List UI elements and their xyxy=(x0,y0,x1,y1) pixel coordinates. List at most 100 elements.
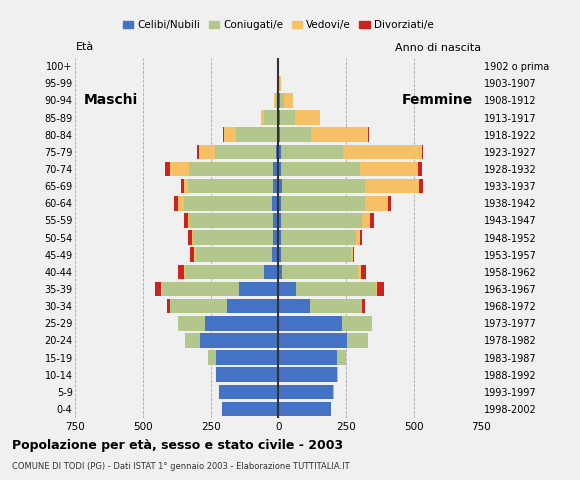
Bar xyxy=(281,230,356,245)
Bar xyxy=(281,144,343,159)
Bar xyxy=(273,162,278,176)
Bar xyxy=(198,144,215,159)
Bar xyxy=(278,144,281,159)
Bar xyxy=(353,248,354,262)
Bar xyxy=(261,110,263,125)
Bar xyxy=(356,230,360,245)
Bar xyxy=(311,128,368,142)
Bar xyxy=(274,93,276,108)
Bar xyxy=(336,368,338,382)
Bar xyxy=(278,248,281,262)
Bar xyxy=(280,128,311,142)
Bar xyxy=(189,162,273,176)
Bar xyxy=(188,230,192,245)
Bar xyxy=(170,162,189,176)
Bar xyxy=(278,350,336,365)
Bar xyxy=(155,282,161,296)
Bar xyxy=(223,128,224,142)
Text: Anno di nascita: Anno di nascita xyxy=(396,43,481,53)
Bar xyxy=(196,248,271,262)
Bar xyxy=(278,110,280,125)
Bar xyxy=(188,213,189,228)
Bar xyxy=(170,299,227,313)
Bar xyxy=(208,350,216,365)
Bar xyxy=(343,144,422,159)
Bar xyxy=(200,333,278,348)
Bar xyxy=(284,93,293,108)
Bar xyxy=(276,93,278,108)
Bar xyxy=(360,230,362,245)
Bar xyxy=(192,230,193,245)
Bar xyxy=(365,196,388,211)
Bar xyxy=(205,316,278,331)
Bar xyxy=(360,162,418,176)
Bar xyxy=(371,213,375,228)
Bar xyxy=(278,162,281,176)
Bar xyxy=(281,248,351,262)
Bar xyxy=(278,402,331,416)
Bar xyxy=(219,384,278,399)
Bar xyxy=(351,248,353,262)
Bar xyxy=(178,264,184,279)
Bar xyxy=(296,282,376,296)
Bar xyxy=(336,350,346,365)
Bar xyxy=(361,264,367,279)
Bar xyxy=(281,162,360,176)
Bar xyxy=(184,213,188,228)
Bar xyxy=(263,264,278,279)
Bar xyxy=(271,248,278,262)
Bar xyxy=(278,196,281,211)
Bar xyxy=(181,179,184,193)
Bar xyxy=(278,282,296,296)
Bar xyxy=(418,162,422,176)
Bar xyxy=(362,213,371,228)
Bar xyxy=(215,144,276,159)
Bar xyxy=(358,264,361,279)
Bar xyxy=(282,179,365,193)
Bar xyxy=(278,264,282,279)
Bar xyxy=(184,264,185,279)
Bar xyxy=(295,110,320,125)
Bar xyxy=(278,333,347,348)
Bar xyxy=(362,299,365,313)
Bar xyxy=(278,316,342,331)
Bar xyxy=(278,213,281,228)
Bar xyxy=(278,93,280,108)
Bar xyxy=(281,196,365,211)
Bar xyxy=(165,162,170,176)
Bar xyxy=(282,264,358,279)
Bar xyxy=(224,128,237,142)
Bar xyxy=(193,230,273,245)
Bar xyxy=(189,213,273,228)
Bar xyxy=(278,76,280,91)
Bar xyxy=(388,196,391,211)
Bar xyxy=(332,384,334,399)
Bar xyxy=(263,110,278,125)
Text: Femmine: Femmine xyxy=(402,94,473,108)
Bar xyxy=(281,213,362,228)
Bar xyxy=(342,316,372,331)
Text: Popolazione per età, sesso e stato civile - 2003: Popolazione per età, sesso e stato civil… xyxy=(12,439,343,452)
Bar xyxy=(237,128,277,142)
Bar xyxy=(161,282,162,296)
Bar xyxy=(278,368,336,382)
Bar xyxy=(227,299,278,313)
Bar xyxy=(273,230,278,245)
Bar xyxy=(278,230,281,245)
Bar xyxy=(178,196,184,211)
Bar xyxy=(197,144,198,159)
Bar xyxy=(280,93,284,108)
Bar xyxy=(368,128,369,142)
Bar xyxy=(278,384,332,399)
Bar xyxy=(278,299,310,313)
Bar xyxy=(419,179,423,193)
Bar xyxy=(185,264,263,279)
Bar xyxy=(280,110,295,125)
Bar xyxy=(188,179,273,193)
Bar xyxy=(280,76,281,91)
Text: Età: Età xyxy=(75,42,93,52)
Bar xyxy=(310,299,362,313)
Bar xyxy=(273,213,278,228)
Bar xyxy=(178,316,205,331)
Bar xyxy=(174,196,178,211)
